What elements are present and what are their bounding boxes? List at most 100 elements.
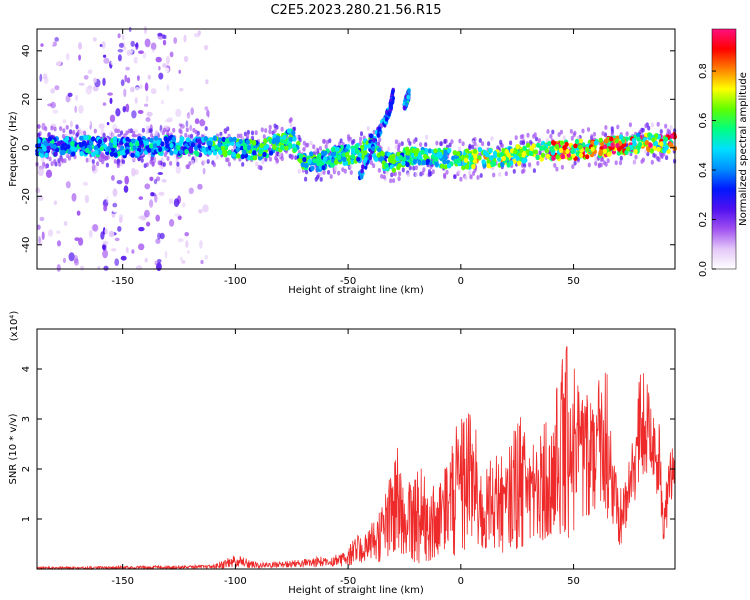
spec-halo-point bbox=[312, 144, 316, 150]
spec-noise-blob bbox=[130, 86, 135, 93]
spec-ridge-point bbox=[452, 150, 457, 156]
spec-halo-point bbox=[48, 156, 52, 162]
spec-ridge-point bbox=[430, 154, 436, 160]
spec-halo-point bbox=[394, 144, 398, 150]
spec-ridge-point bbox=[355, 148, 360, 154]
spec-ridge-point bbox=[499, 152, 504, 158]
spec-ridge-point bbox=[506, 162, 511, 168]
spec-ridge-point bbox=[446, 163, 452, 169]
spec-ridge-point bbox=[484, 152, 490, 158]
spec-ridge-point bbox=[286, 128, 292, 134]
spec-halo-point bbox=[664, 123, 668, 129]
spec-noise-blob bbox=[143, 25, 147, 35]
snr-x-tick-label: -150 bbox=[111, 576, 134, 587]
spec-branch-point bbox=[360, 168, 364, 174]
spec-noise-blob bbox=[63, 221, 68, 226]
spec-halo-point bbox=[341, 167, 345, 173]
spec-ridge-point bbox=[598, 137, 603, 143]
spec-halo-point bbox=[91, 159, 95, 164]
spec-halo-point bbox=[60, 157, 64, 163]
spec-halo-point bbox=[339, 138, 343, 144]
spec-noise-blob bbox=[111, 248, 117, 252]
spec-noise-blob bbox=[194, 118, 200, 125]
spec-noise-blob bbox=[102, 240, 109, 246]
spec-branch-point bbox=[384, 116, 389, 122]
spec-ridge-point bbox=[112, 139, 118, 146]
spec-halo-point bbox=[318, 146, 322, 151]
spec-noise-blob bbox=[74, 237, 80, 242]
spec-branch-point bbox=[407, 88, 411, 94]
spec-noise-blob bbox=[118, 42, 124, 48]
spec-noise-blob bbox=[102, 102, 107, 106]
spec-noise-blob bbox=[76, 176, 79, 185]
spec-halo-point bbox=[406, 172, 410, 178]
spec-ridge-point bbox=[307, 158, 312, 164]
spec-ridge-point bbox=[283, 139, 288, 145]
spec-ridge-point bbox=[434, 156, 439, 162]
spec-branch-point bbox=[363, 158, 367, 164]
spec-noise-blob bbox=[112, 202, 118, 208]
spec-noise-blob bbox=[157, 259, 162, 263]
spec-ridge-point bbox=[341, 152, 346, 158]
spec-ridge-point bbox=[373, 156, 379, 162]
spec-noise-blob bbox=[131, 167, 136, 177]
spec-ridge-point bbox=[221, 136, 226, 142]
spec-ridge-point bbox=[434, 161, 439, 167]
spec-halo-point bbox=[490, 136, 494, 141]
spec-halo-point bbox=[412, 139, 416, 144]
spec-ridge-point bbox=[225, 138, 230, 144]
spec-halo-point bbox=[179, 129, 183, 135]
spec-ridge-point bbox=[53, 151, 58, 157]
spec-noise-blob bbox=[102, 199, 109, 208]
spec-halo-point bbox=[278, 152, 282, 158]
spec-ridge-point bbox=[56, 140, 62, 147]
spec-noise-blob bbox=[56, 264, 61, 272]
spec-ridge-point bbox=[190, 142, 196, 148]
spec-halo-point bbox=[62, 134, 66, 139]
spec-ridge-point bbox=[93, 145, 99, 151]
spec-noise-blob bbox=[74, 105, 77, 114]
spec-noise-blob bbox=[82, 181, 89, 186]
spec-ridge-point bbox=[406, 148, 411, 154]
spec-halo-point bbox=[322, 138, 326, 144]
spec-noise-blob bbox=[112, 188, 118, 197]
spec-halo-point bbox=[625, 131, 629, 137]
spec-ridge-point bbox=[356, 156, 361, 162]
colorbar-tick-label: 0.8 bbox=[698, 63, 709, 79]
spec-ridge-point bbox=[135, 141, 140, 147]
spec-halo-point bbox=[215, 154, 219, 160]
spec-halo-point bbox=[206, 159, 210, 164]
spec-ridge-point bbox=[525, 142, 531, 148]
spec-branch-point bbox=[359, 174, 364, 180]
spec-halo-point bbox=[619, 155, 623, 161]
spec-noise-blob bbox=[195, 206, 199, 214]
spec-halo-point bbox=[176, 161, 180, 167]
spec-x-tick-label: 0 bbox=[458, 276, 464, 287]
spec-ridge-point bbox=[551, 155, 556, 161]
spec-noise-blob bbox=[181, 260, 186, 264]
spec-ridge-point bbox=[90, 151, 96, 157]
spec-ridge-point bbox=[536, 142, 541, 148]
spec-noise-blob bbox=[137, 110, 144, 114]
spec-halo-point bbox=[398, 171, 402, 177]
spec-noise-blob bbox=[115, 108, 121, 117]
spec-ridge-point bbox=[554, 143, 560, 150]
spec-halo-point bbox=[114, 128, 118, 134]
spec-ridge-point bbox=[515, 144, 520, 150]
spec-ridge-point bbox=[405, 154, 410, 160]
spec-ridge-point bbox=[193, 145, 199, 151]
spec-halo-point bbox=[305, 169, 309, 175]
spec-halo-point bbox=[125, 130, 129, 136]
snr-trace bbox=[36, 346, 676, 571]
spec-halo-point bbox=[666, 128, 670, 134]
spec-halo-point bbox=[119, 161, 123, 167]
spec-halo-point bbox=[573, 160, 577, 166]
spec-ridge-point bbox=[44, 152, 49, 158]
spec-halo-point bbox=[369, 160, 374, 166]
spec-ridge-point bbox=[268, 150, 274, 156]
spec-ridge-point bbox=[156, 139, 161, 145]
spec-noise-blob bbox=[187, 250, 190, 254]
spec-halo-point bbox=[352, 138, 356, 144]
spec-noise-blob bbox=[130, 40, 135, 47]
